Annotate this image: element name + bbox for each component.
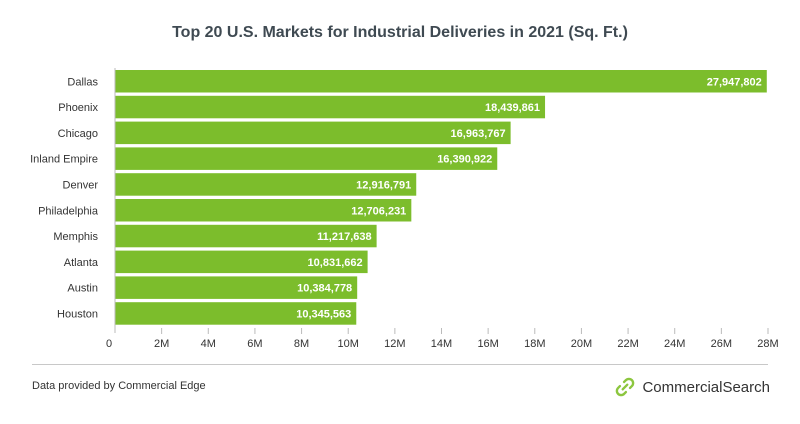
x-tick-label: 22M [617,338,638,350]
data-label: 11,217,638 [317,231,371,243]
category-label: Denver [63,179,99,191]
data-label: 16,963,767 [451,128,506,140]
bar [115,276,358,299]
data-label: 12,706,231 [351,205,406,217]
category-label: Memphis [53,231,98,243]
data-label: 10,384,778 [297,283,352,295]
x-tick-label: 8M [294,338,309,350]
x-tick-label: 4M [201,338,216,350]
bar [115,70,767,93]
category-label: Atlanta [64,257,99,269]
chart-title: Top 20 U.S. Markets for Industrial Deliv… [172,24,628,41]
bar [115,302,357,325]
data-label: 27,947,802 [707,76,762,88]
footer-divider [32,364,768,365]
x-tick-label: 24M [664,338,685,350]
category-label: Austin [67,283,98,295]
link-icon [616,377,635,397]
bar [115,224,377,248]
category-label: Chicago [58,128,98,140]
bar [115,121,511,145]
x-tick-label: 16M [477,338,498,350]
category-label: Houston [57,308,98,320]
x-tick-label: 28M [757,338,778,350]
x-tick-label: 20M [571,338,592,350]
x-tick-label: 12M [384,338,405,350]
category-label: Dallas [67,76,98,88]
category-label: Philadelphia [38,205,99,217]
x-tick-label: 2M [154,338,169,350]
data-label: 18,439,861 [485,102,540,114]
x-tick-label: 14M [431,338,452,350]
bar-chart: Dallas 27,947,802 Phoenix 18,439,861 Chicago… [30,68,779,350]
category-label: Inland Empire [30,154,98,166]
x-tick-label: 0 [106,338,112,350]
bar [115,250,368,274]
data-label: 12,916,791 [356,179,411,191]
category-label: Phoenix [58,102,98,114]
brand-name: CommercialSearch [642,378,770,396]
data-label: 16,390,922 [437,154,492,166]
bar [115,199,412,222]
data-label: 10,345,563 [296,308,351,320]
x-tick-label: 6M [247,338,262,350]
x-tick-label: 10M [338,338,359,350]
brand-logo: CommercialSearch [614,376,770,398]
x-tick-label: 18M [524,338,545,350]
bar [115,147,498,170]
bar [115,95,546,119]
data-source-note: Data provided by Commercial Edge [32,380,206,392]
bar [115,173,417,196]
x-tick-label: 26M [711,338,732,350]
data-label: 10,831,662 [308,257,363,269]
